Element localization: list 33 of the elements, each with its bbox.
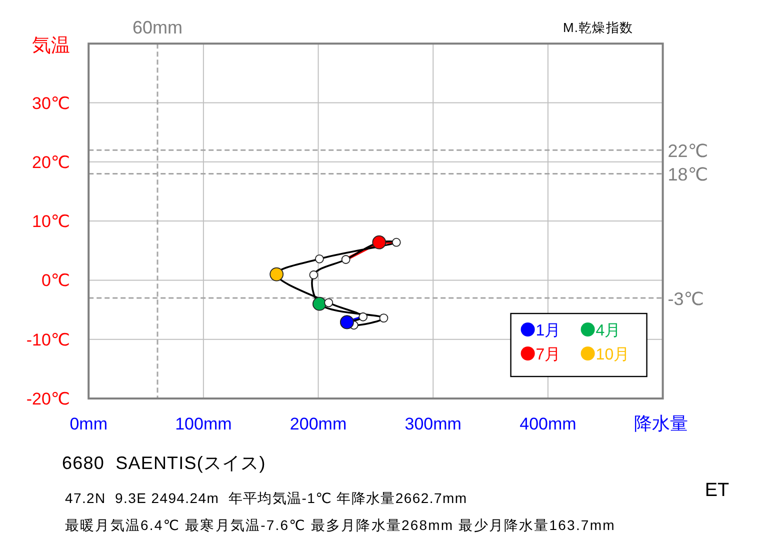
x-tick-label: 100mm: [175, 414, 232, 434]
legend-label: 10月: [596, 346, 630, 364]
ref-line-label: 18℃: [668, 164, 708, 185]
legend-label: 7月: [536, 346, 561, 364]
point: [309, 270, 318, 280]
text: 6680 SAENTIS(スイス): [62, 453, 266, 473]
y-axis-title: 気温: [32, 36, 70, 57]
ref-line-label: 22℃: [668, 141, 708, 162]
ref-line-label: 60mm: [132, 18, 183, 38]
point: [341, 255, 350, 264]
text: M.乾燥指数: [563, 20, 634, 35]
point: [392, 238, 401, 247]
legend-label: 1月: [536, 322, 561, 340]
y-tick-label: 0℃: [41, 271, 70, 290]
x-tick-label: 0mm: [70, 414, 108, 434]
point: [358, 312, 368, 322]
x-tick-label: 200mm: [290, 414, 347, 434]
point: [324, 298, 334, 308]
text: 最暖月気温6.4℃ 最寒月気温-7.6℃ 最多月降水量268mm 最少月降水量163.7mm: [65, 517, 616, 533]
x-axis-title: 降水量: [634, 414, 688, 434]
point: [379, 314, 388, 323]
text: ET: [704, 480, 730, 501]
text: 47.2N 9.3E 2494.24m 年平均気温-1℃ 年降水量2662.7mm: [65, 490, 468, 506]
x-tick-label: 400mm: [520, 414, 576, 434]
y-tick-label: 20℃: [32, 152, 70, 172]
y-tick-label: 30℃: [32, 94, 70, 113]
y-tick-label: -10℃: [26, 330, 70, 350]
legend-label: 4月: [596, 322, 621, 340]
point: [314, 254, 324, 264]
y-tick-label: 10℃: [32, 212, 70, 232]
ref-line-label: -3℃: [668, 288, 704, 309]
x-tick-label: 300mm: [404, 414, 462, 434]
y-tick-label: -20℃: [26, 390, 70, 408]
